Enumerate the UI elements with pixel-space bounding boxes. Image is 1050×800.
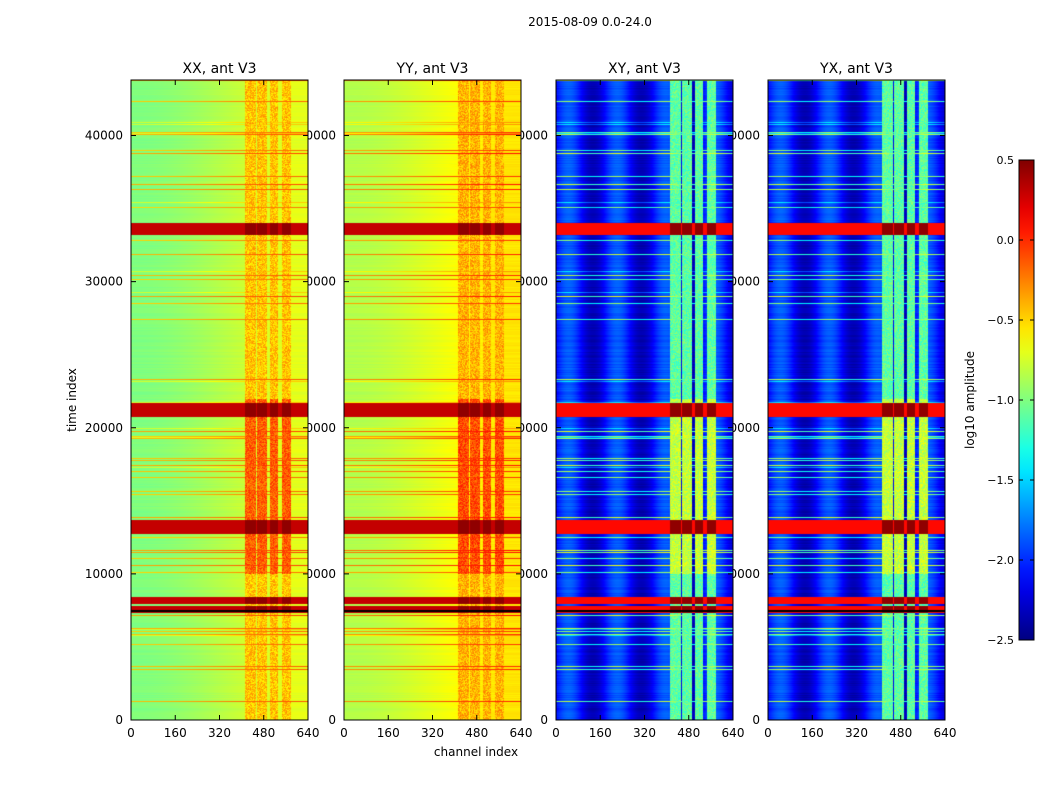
colorbar-label: log10 amplitude <box>963 351 977 449</box>
y-tick-label: 20000 <box>85 421 123 435</box>
x-tick-label: 640 <box>297 726 320 740</box>
x-axis-label: channel index <box>434 745 518 759</box>
heatmap-image <box>131 80 308 720</box>
x-tick-label: 480 <box>252 726 275 740</box>
panel-title: XX, ant V3 <box>183 61 257 77</box>
y-axis-label: time index <box>65 368 79 432</box>
axes-frame <box>767 79 946 721</box>
x-tick-label: 0 <box>764 726 772 740</box>
colorbar-tick-label: −0.5 <box>987 314 1014 327</box>
x-tick-label: 320 <box>208 726 231 740</box>
panel-title: YY, ant V3 <box>396 61 469 77</box>
y-tick-label: 0 <box>115 713 123 727</box>
y-tick-label: 0 <box>540 713 548 727</box>
x-tick-label: 160 <box>589 726 612 740</box>
y-tick-label: 30000 <box>85 275 123 289</box>
x-tick-label: 480 <box>465 726 488 740</box>
y-tick-label: 40000 <box>85 129 123 143</box>
y-tick-label: 0 <box>328 713 336 727</box>
x-tick-label: 320 <box>421 726 444 740</box>
x-tick-label: 640 <box>722 726 745 740</box>
x-tick-label: 160 <box>377 726 400 740</box>
colorbar-tick-label: −1.0 <box>987 394 1014 407</box>
y-tick-label: 0 <box>752 713 760 727</box>
x-tick-label: 480 <box>889 726 912 740</box>
heatmap-image <box>556 80 733 720</box>
colorbar-tick-label: −1.5 <box>987 474 1014 487</box>
x-tick-label: 160 <box>801 726 824 740</box>
x-tick-label: 0 <box>552 726 560 740</box>
heatmap-image <box>768 80 945 720</box>
y-tick-label: 10000 <box>85 567 123 581</box>
panel-title: YX, ant V3 <box>819 61 893 77</box>
heatmap-image <box>344 80 521 720</box>
colorbar-tick-label: 0.0 <box>997 234 1015 247</box>
x-tick-label: 640 <box>510 726 533 740</box>
axes-frame <box>130 79 309 721</box>
colorbar-tick-label: −2.5 <box>987 634 1014 647</box>
x-tick-label: 480 <box>677 726 700 740</box>
figure-suptitle: 2015-08-09 0.0-24.0 <box>528 15 652 29</box>
colorbar-tick-label: 0.5 <box>997 154 1015 167</box>
x-tick-label: 320 <box>845 726 868 740</box>
x-tick-label: 320 <box>633 726 656 740</box>
x-tick-label: 0 <box>127 726 135 740</box>
panel-title: XY, ant V3 <box>608 61 681 77</box>
x-tick-label: 640 <box>934 726 957 740</box>
x-tick-label: 160 <box>164 726 187 740</box>
colorbar-tick-label: −2.0 <box>987 554 1014 567</box>
axes-frame <box>343 79 522 721</box>
axes-frame <box>555 79 734 721</box>
x-tick-label: 0 <box>340 726 348 740</box>
